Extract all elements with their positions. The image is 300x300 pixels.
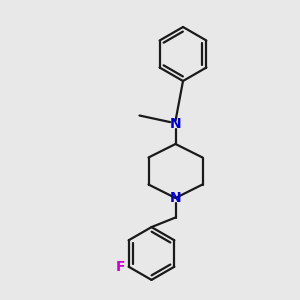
Text: N: N [170,118,181,131]
Text: N: N [170,191,181,205]
Text: F: F [116,260,125,274]
